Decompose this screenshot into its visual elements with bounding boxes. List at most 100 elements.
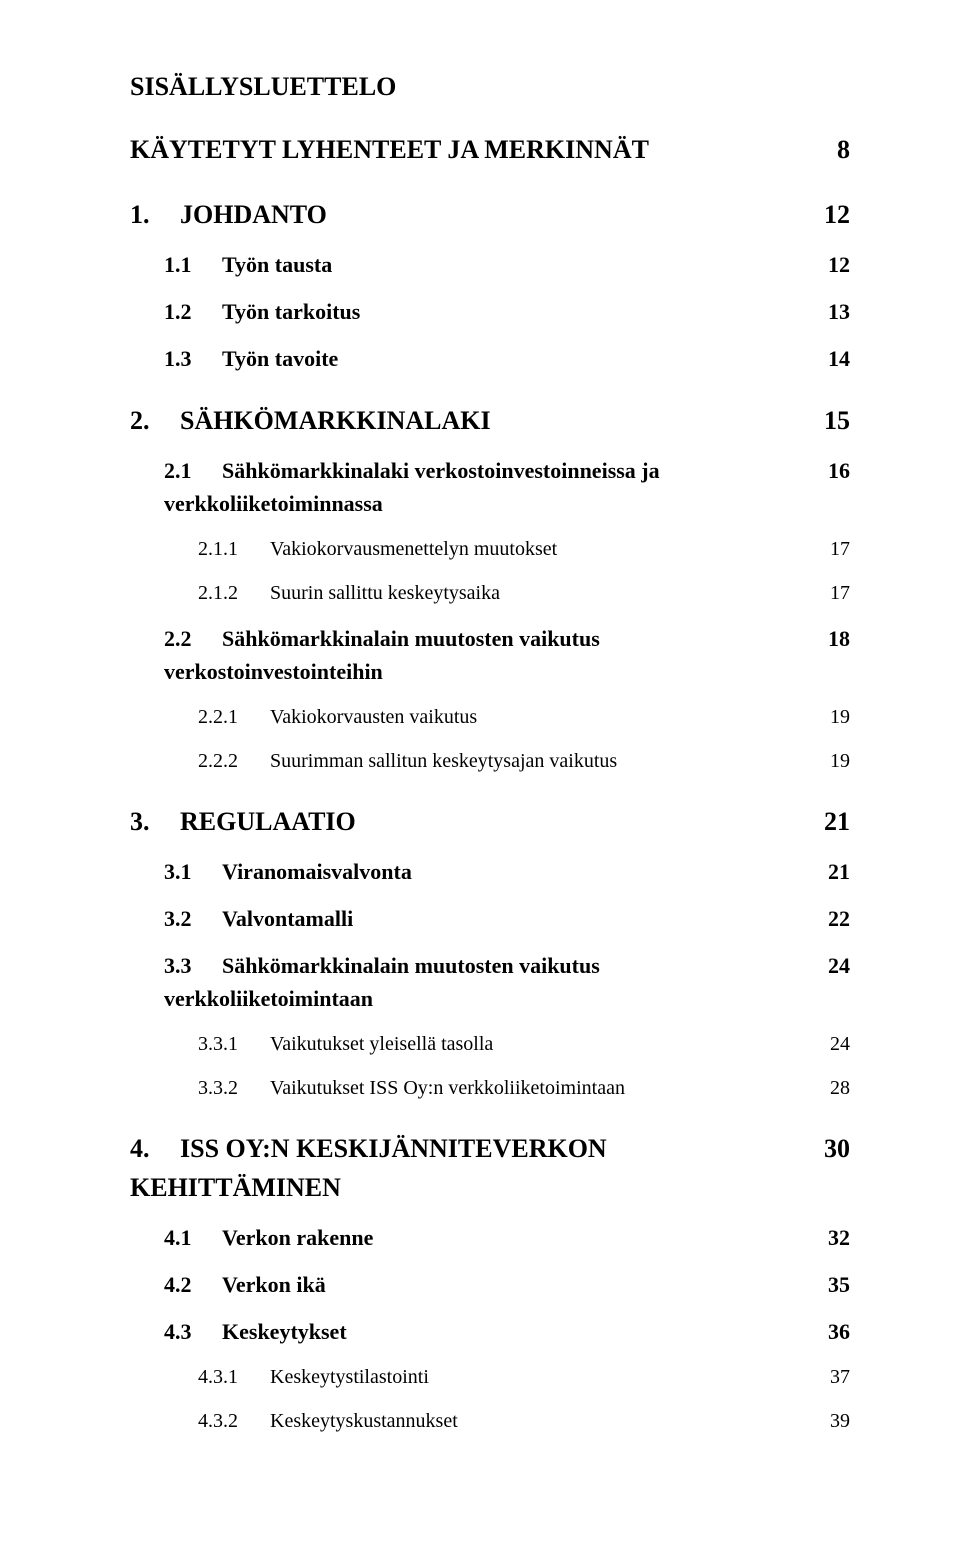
- toc-entry-text: Keskeytykset: [222, 1319, 347, 1344]
- toc-row: 2.SÄHKÖMARKKINALAKI15: [130, 401, 850, 440]
- toc-entry-number: 2.1.2: [198, 578, 270, 608]
- toc-row: 1.3Työn tavoite14: [164, 342, 850, 375]
- toc-entry-label: 4.1Verkon rakenne: [164, 1221, 810, 1254]
- toc-entry-number: 2.2: [164, 622, 222, 655]
- toc-entry-number: 2.2.2: [198, 746, 270, 776]
- toc-entry-number: 1.1: [164, 248, 222, 281]
- toc-entry-label: KÄYTETYT LYHENTEET JA MERKINNÄT: [130, 130, 810, 169]
- toc-row: 2.1Sähkömarkkinalaki verkostoinvestoinne…: [164, 454, 850, 520]
- toc-entry-label: 1.2Työn tarkoitus: [164, 295, 810, 328]
- toc-entry-label: 4.3.1Keskeytystilastointi: [198, 1362, 810, 1392]
- toc-entry-label: 1.JOHDANTO: [130, 195, 810, 234]
- toc-entry-number: 1.2: [164, 295, 222, 328]
- toc-entry-number: 1.3: [164, 342, 222, 375]
- toc-entry-page: 12: [810, 195, 850, 234]
- toc-entry-page: 18: [810, 622, 850, 655]
- toc-entry-text: Työn tarkoitus: [222, 299, 360, 324]
- toc-entry-page: 19: [810, 702, 850, 732]
- toc-row: 4.1Verkon rakenne32: [164, 1221, 850, 1254]
- toc-entry-text: SÄHKÖMARKKINALAKI: [180, 406, 491, 435]
- toc-entry-number: 4.3.1: [198, 1362, 270, 1392]
- toc-entry-text: REGULAATIO: [180, 807, 356, 836]
- toc-entry-number: 4.2: [164, 1268, 222, 1301]
- toc-entry-label: 1.1Työn tausta: [164, 248, 810, 281]
- toc-entry-page: 21: [810, 855, 850, 888]
- table-of-contents: KÄYTETYT LYHENTEET JA MERKINNÄT81.JOHDAN…: [130, 130, 850, 1436]
- toc-row: 2.1.2Suurin sallittu keskeytysaika17: [198, 578, 850, 608]
- toc-row: 3.REGULAATIO21: [130, 802, 850, 841]
- toc-entry-page: 35: [810, 1268, 850, 1301]
- toc-row: 2.2.2Suurimman sallitun keskeytysajan va…: [198, 746, 850, 776]
- toc-entry-label: 1.3Työn tavoite: [164, 342, 810, 375]
- toc-entry-page: 36: [810, 1315, 850, 1348]
- toc-entry-label: 2.2.2Suurimman sallitun keskeytysajan va…: [198, 746, 810, 776]
- toc-entry-number: 2.: [130, 401, 180, 440]
- toc-entry-page: 14: [810, 342, 850, 375]
- toc-row: 4.ISS OY:N KESKIJÄNNITEVERKON KEHITTÄMIN…: [130, 1129, 850, 1207]
- toc-entry-text: Verkon ikä: [222, 1272, 326, 1297]
- toc-entry-label: 2.1.2Suurin sallittu keskeytysaika: [198, 578, 810, 608]
- toc-entry-number: 2.2.1: [198, 702, 270, 732]
- toc-entry-text: Vakiokorvausten vaikutus: [270, 706, 477, 728]
- toc-entry-text: Verkon rakenne: [222, 1225, 373, 1250]
- toc-entry-text: Keskeytyskustannukset: [270, 1410, 458, 1432]
- toc-entry-page: 39: [810, 1406, 850, 1436]
- toc-row: 2.1.1Vakiokorvausmenettelyn muutokset17: [198, 534, 850, 564]
- toc-entry-label: 3.REGULAATIO: [130, 802, 810, 841]
- toc-entry-label: 2.1.1Vakiokorvausmenettelyn muutokset: [198, 534, 810, 564]
- toc-entry-label: 3.3Sähkömarkkinalain muutosten vaikutus …: [164, 949, 810, 1015]
- toc-row: 4.3.1Keskeytystilastointi37: [198, 1362, 850, 1392]
- toc-row: 4.2Verkon ikä35: [164, 1268, 850, 1301]
- toc-row: 4.3Keskeytykset36: [164, 1315, 850, 1348]
- document-page: SISÄLLYSLUETTELO KÄYTETYT LYHENTEET JA M…: [0, 0, 960, 1544]
- toc-entry-number: 3.3.2: [198, 1073, 270, 1103]
- toc-entry-page: 37: [810, 1362, 850, 1392]
- toc-row: KÄYTETYT LYHENTEET JA MERKINNÄT 8: [130, 130, 850, 169]
- toc-entry-text: Vaikutukset yleisellä tasolla: [270, 1033, 493, 1055]
- toc-entry-page: 28: [810, 1073, 850, 1103]
- toc-entry-text: JOHDANTO: [180, 200, 327, 229]
- toc-entry-number: 3.2: [164, 902, 222, 935]
- toc-entry-label: 2.2.1Vakiokorvausten vaikutus: [198, 702, 810, 732]
- toc-entry-label: 3.2Valvontamalli: [164, 902, 810, 935]
- toc-entry-text: KÄYTETYT LYHENTEET JA MERKINNÄT: [130, 135, 649, 164]
- toc-row: 3.2Valvontamalli22: [164, 902, 850, 935]
- toc-row: 2.2Sähkömarkkinalain muutosten vaikutus …: [164, 622, 850, 688]
- toc-entry-page: 8: [810, 130, 850, 169]
- toc-entry-text: Vaikutukset ISS Oy:n verkkoliiketoiminta…: [270, 1077, 625, 1099]
- toc-entry-text: ISS OY:N KESKIJÄNNITEVERKON KEHITTÄMINEN: [130, 1134, 607, 1202]
- toc-entry-text: Keskeytystilastointi: [270, 1366, 429, 1388]
- toc-entry-page: 22: [810, 902, 850, 935]
- toc-entry-label: 3.3.2Vaikutukset ISS Oy:n verkkoliiketoi…: [198, 1073, 810, 1103]
- toc-entry-text: Suurin sallittu keskeytysaika: [270, 582, 500, 604]
- toc-entry-number: 3.3.1: [198, 1029, 270, 1059]
- toc-entry-page: 17: [810, 578, 850, 608]
- toc-entry-page: 21: [810, 802, 850, 841]
- toc-entry-text: Sähkömarkkinalain muutosten vaikutus ver…: [164, 953, 600, 1011]
- toc-entry-page: 13: [810, 295, 850, 328]
- toc-title: SISÄLLYSLUETTELO: [130, 72, 850, 102]
- toc-entry-text: Valvontamalli: [222, 906, 353, 931]
- toc-entry-number: 1.: [130, 195, 180, 234]
- toc-entry-number: 3.: [130, 802, 180, 841]
- toc-entry-number: 3.3: [164, 949, 222, 982]
- toc-entry-label: 4.3Keskeytykset: [164, 1315, 810, 1348]
- toc-entry-number: 4.: [130, 1129, 180, 1168]
- toc-entry-number: 4.3: [164, 1315, 222, 1348]
- toc-entry-page: 24: [810, 1029, 850, 1059]
- toc-entry-label: 4.ISS OY:N KESKIJÄNNITEVERKON KEHITTÄMIN…: [130, 1129, 810, 1207]
- toc-entry-label: 2.2Sähkömarkkinalain muutosten vaikutus …: [164, 622, 810, 688]
- toc-entry-label: 3.1Viranomaisvalvonta: [164, 855, 810, 888]
- toc-entry-page: 24: [810, 949, 850, 982]
- toc-entry-label: 4.2Verkon ikä: [164, 1268, 810, 1301]
- toc-row: 4.3.2Keskeytyskustannukset 39: [198, 1406, 850, 1436]
- toc-row: 2.2.1Vakiokorvausten vaikutus19: [198, 702, 850, 732]
- toc-entry-number: 4.1: [164, 1221, 222, 1254]
- toc-row: 3.3.1Vaikutukset yleisellä tasolla 24: [198, 1029, 850, 1059]
- toc-entry-page: 17: [810, 534, 850, 564]
- toc-entry-page: 19: [810, 746, 850, 776]
- toc-row: 3.3Sähkömarkkinalain muutosten vaikutus …: [164, 949, 850, 1015]
- toc-entry-number: 4.3.2: [198, 1406, 270, 1436]
- toc-row: 3.3.2Vaikutukset ISS Oy:n verkkoliiketoi…: [198, 1073, 850, 1103]
- toc-entry-text: Työn tausta: [222, 252, 332, 277]
